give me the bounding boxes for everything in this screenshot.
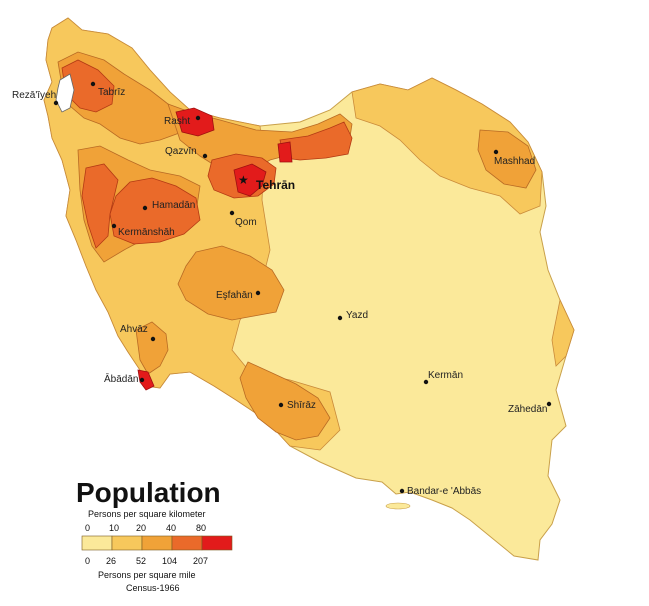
legend-census: Census-1966 <box>126 583 180 593</box>
city-label: Zāhedān <box>508 404 547 415</box>
legend-mile-tick: 26 <box>106 556 116 566</box>
capital-label: Tehrān <box>256 178 295 192</box>
city-label: Kermānshāh <box>118 227 175 238</box>
legend-mile-tick: 52 <box>136 556 146 566</box>
region-class-2-east <box>551 298 575 367</box>
map-title: Population <box>76 477 221 508</box>
region-class-5-rasht <box>175 107 215 137</box>
legend-top-caption: Persons per square kilometer <box>88 509 206 519</box>
legend-swatch-2 <box>141 535 173 551</box>
legend: Persons per square kilometer 0 10 20 40 … <box>81 509 233 593</box>
city-dot <box>111 223 117 229</box>
legend-km-tick: 0 <box>85 523 90 533</box>
legend-mile-tick: 0 <box>85 556 90 566</box>
city-dot <box>53 100 59 106</box>
cities-layer: Rezā'īyeh Tabrīz Rasht Qazvīn ★ Tehrān H… <box>12 81 552 497</box>
city-dot <box>337 315 343 321</box>
legend-bottom-caption: Persons per square mile <box>98 570 196 580</box>
lake-urmia <box>55 73 75 113</box>
city-dot <box>278 402 284 408</box>
legend-km-tick: 10 <box>109 523 119 533</box>
region-class-5-gorgan <box>277 141 293 163</box>
city-label: Qazvīn <box>165 146 197 157</box>
city-label: Bandar-e 'Abbās <box>407 486 481 497</box>
region-class-2-northeast <box>351 77 543 215</box>
city-label: Yazd <box>346 310 368 321</box>
legend-km-tick: 80 <box>196 523 206 533</box>
city-label: Ahvāz <box>120 324 148 335</box>
region-class-4-kermanshah <box>81 163 119 249</box>
city-label: Hamadān <box>152 200 195 211</box>
island-qeshm <box>385 502 411 510</box>
region-class-3-isfahan <box>177 245 285 321</box>
region-class-3-khuzestan <box>135 321 169 375</box>
city-dot <box>229 210 235 216</box>
legend-mile-tick: 207 <box>193 556 208 566</box>
legend-km-tick: 20 <box>136 523 146 533</box>
legend-swatch-1 <box>111 535 143 551</box>
city-dot <box>139 377 145 383</box>
city-dot <box>195 115 201 121</box>
city-dot <box>423 379 429 385</box>
city-label: Rezā'īyeh <box>12 90 56 101</box>
city-label: Ābādān <box>104 373 138 385</box>
region-class-5-abadan <box>137 369 155 391</box>
city-label: Tabrīz <box>98 87 125 98</box>
legend-swatch-4 <box>201 535 233 551</box>
city-dot <box>546 401 552 407</box>
city-dot <box>255 290 261 296</box>
region-class-5-tehran <box>233 163 267 197</box>
city-label: Kermān <box>428 370 463 381</box>
legend-swatch-3 <box>171 535 203 551</box>
legend-km-tick: 40 <box>166 523 176 533</box>
city-dot <box>399 488 405 494</box>
city-label: Rasht <box>164 116 190 127</box>
city-dot <box>493 149 499 155</box>
capital-star-icon: ★ <box>238 173 249 187</box>
city-label: Qom <box>235 217 257 228</box>
legend-mile-tick: 104 <box>162 556 177 566</box>
city-label: Shīrāz <box>287 400 316 411</box>
city-dot <box>90 81 96 87</box>
region-class-3-shiraz <box>239 361 331 441</box>
legend-swatch-0 <box>81 535 113 551</box>
city-label: Eşfahān <box>216 290 253 301</box>
region-class-3-mashhad <box>477 129 537 189</box>
city-dot <box>142 205 148 211</box>
city-dot <box>150 336 156 342</box>
city-label: Mashhad <box>494 156 535 167</box>
city-dot <box>202 153 208 159</box>
